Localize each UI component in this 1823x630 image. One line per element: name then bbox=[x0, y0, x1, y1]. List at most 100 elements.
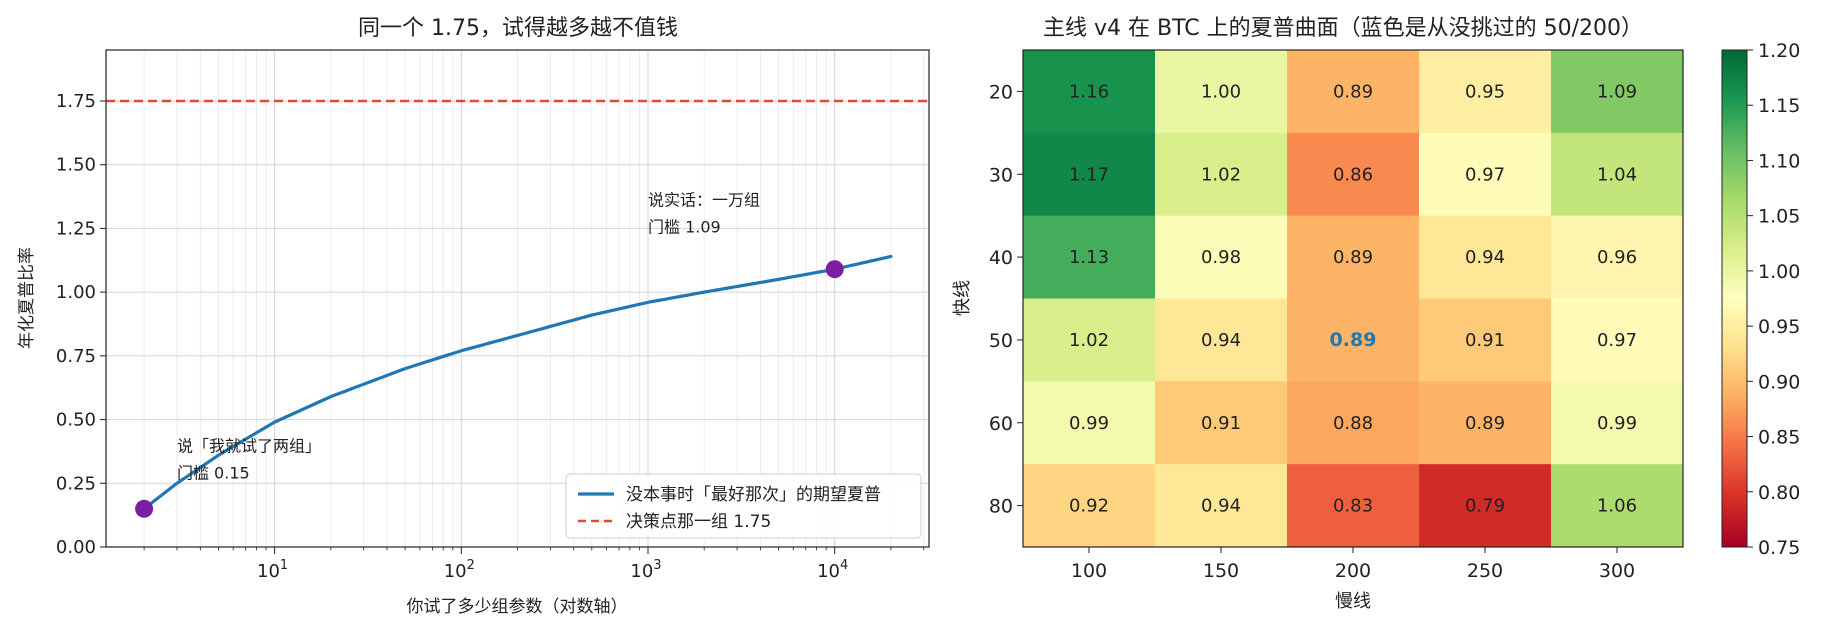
annotations: 说「我就试了两组」门槛 0.15 说实话：一万组门槛 1.09 bbox=[177, 190, 760, 482]
y-axis-label: 年化夏普比率 bbox=[17, 247, 37, 349]
x-tick-label: 150 bbox=[1203, 560, 1239, 582]
x-tick-label: 300 bbox=[1599, 560, 1635, 582]
heatmap-cell bbox=[1155, 50, 1288, 134]
heatmap-cell bbox=[1287, 464, 1420, 548]
cell-value-label: 1.02 bbox=[1069, 330, 1109, 351]
colorbar-tick-label: 1.00 bbox=[1758, 261, 1800, 283]
heatmap-cell bbox=[1023, 298, 1156, 382]
colorbar-tick-label: 1.10 bbox=[1758, 150, 1800, 172]
heatmap-cell bbox=[1551, 381, 1684, 465]
x-tick-label: 102 bbox=[444, 558, 475, 582]
heatmap-y-ticks: 20 30 40 50 60 80 bbox=[989, 81, 1023, 518]
cell-value-label: 0.89 bbox=[1333, 81, 1373, 102]
x-tick-label: 250 bbox=[1467, 560, 1503, 582]
y-tick-label: 1.00 bbox=[56, 282, 96, 303]
heatmap-y-axis-label: 快线 bbox=[952, 280, 973, 316]
y-tick-label: 80 bbox=[989, 496, 1013, 518]
heatmap-cell bbox=[1023, 464, 1156, 548]
cell-value-label: 1.17 bbox=[1069, 164, 1109, 185]
cell-value-label: 0.83 bbox=[1333, 496, 1373, 517]
cell-value-label: 0.89 bbox=[1330, 329, 1377, 351]
cell-value-label: 1.02 bbox=[1201, 164, 1241, 185]
heatmap-cell bbox=[1023, 50, 1156, 134]
sharpe-surface-heatmap: 主线 v4 在 BTC 上的夏普曲面（蓝色是从没挑过的 50/200） 1.16… bbox=[952, 16, 1800, 612]
heatmap-cell bbox=[1155, 464, 1288, 548]
y-tick-label: 1.50 bbox=[56, 155, 96, 176]
legend-label: 决策点那一组 1.75 bbox=[626, 512, 771, 532]
cell-value-label: 0.92 bbox=[1069, 496, 1109, 517]
colorbar-tick-label: 0.80 bbox=[1758, 482, 1800, 504]
legend-label: 没本事时「最好那次」的期望夏普 bbox=[626, 485, 881, 505]
x-tick-label: 104 bbox=[817, 558, 848, 582]
colorbar-tick-label: 1.05 bbox=[1758, 206, 1800, 228]
heatmap-cell bbox=[1023, 215, 1156, 299]
annotation-text: 说「我就试了两组」门槛 0.15 bbox=[177, 436, 321, 482]
y-tick-label: 50 bbox=[989, 330, 1013, 352]
colorbar bbox=[1721, 49, 1748, 548]
heatmap-x-ticks: 100 150 200 250 300 bbox=[1071, 547, 1635, 582]
y-tick-label: 0.50 bbox=[56, 410, 96, 431]
heatmap-cell bbox=[1551, 215, 1684, 299]
x-axis-label: 你试了多少组参数（对数轴） bbox=[407, 597, 628, 617]
cell-value-label: 0.98 bbox=[1201, 247, 1241, 268]
y-tick-label: 20 bbox=[989, 81, 1013, 103]
cell-value-label: 1.00 bbox=[1201, 81, 1241, 102]
heatmap-cell bbox=[1287, 381, 1420, 465]
cell-value-label: 1.04 bbox=[1597, 164, 1637, 185]
cell-value-label: 0.94 bbox=[1201, 496, 1241, 517]
y-tick-label: 1.75 bbox=[56, 91, 96, 112]
heatmap-cell bbox=[1419, 215, 1552, 299]
y-tick-label: 1.25 bbox=[56, 218, 96, 239]
cell-value-label: 0.86 bbox=[1333, 164, 1373, 185]
colorbar-tick-label: 0.75 bbox=[1758, 537, 1800, 559]
colorbar-tick-label: 0.95 bbox=[1758, 316, 1800, 338]
threshold-point bbox=[135, 499, 154, 518]
colorbar-tick-label: 0.85 bbox=[1758, 427, 1800, 449]
heatmap-title: 主线 v4 在 BTC 上的夏普曲面（蓝色是从没挑过的 50/200） bbox=[1043, 16, 1643, 41]
cell-value-label: 1.13 bbox=[1069, 247, 1109, 268]
heatmap-cell bbox=[1419, 464, 1552, 548]
expected-sharpe-series bbox=[142, 254, 893, 511]
heatmap-cell bbox=[1419, 132, 1552, 217]
cell-value-label: 0.89 bbox=[1333, 247, 1373, 268]
cell-value-label: 0.97 bbox=[1597, 330, 1637, 351]
heatmap-cell bbox=[1023, 381, 1156, 465]
heatmap-cell bbox=[1551, 298, 1684, 382]
cell-value-label: 0.94 bbox=[1201, 330, 1241, 351]
cell-value-label: 0.88 bbox=[1333, 413, 1373, 434]
cell-value-label: 1.06 bbox=[1597, 496, 1637, 517]
y-axis-ticks: 0.00 0.25 0.50 0.75 1.00 1.25 1.50 1.75 bbox=[56, 91, 106, 558]
heatmap-cells: 1.16 1.00 0.89 0.95 1.09 1.17 1.02 0.86 0.97 1.04… bbox=[1023, 50, 1684, 548]
heatmap-cell bbox=[1551, 464, 1684, 548]
heatmap-cell bbox=[1551, 132, 1684, 217]
y-tick-label: 40 bbox=[989, 247, 1013, 269]
heatmap-cell bbox=[1155, 215, 1288, 299]
cell-value-label: 1.16 bbox=[1069, 81, 1109, 102]
heatmap-cell bbox=[1419, 50, 1552, 134]
sharpe-threshold-chart: 同一个 1.75，试得越多越不值钱 0.00 0.25 0.50 0.75 1.00 1.… bbox=[17, 16, 930, 617]
y-tick-label: 60 bbox=[989, 413, 1013, 435]
heatmap-x-axis-label: 慢线 bbox=[1335, 591, 1371, 612]
x-tick-label: 200 bbox=[1335, 560, 1371, 582]
cell-value-label: 0.97 bbox=[1465, 164, 1505, 185]
colorbar-ticks: 0.75 0.80 0.85 0.90 0.95 1.00 1.05 1.10 1.15 1.20 bbox=[1747, 40, 1800, 559]
cell-value-label: 0.91 bbox=[1465, 330, 1505, 351]
cell-value-label: 0.89 bbox=[1465, 413, 1505, 434]
legend-box bbox=[565, 473, 922, 539]
heatmap-cell bbox=[1287, 132, 1420, 217]
colorbar-tick-label: 0.90 bbox=[1758, 371, 1800, 393]
y-tick-label: 0.25 bbox=[56, 473, 96, 494]
heatmap-cell bbox=[1155, 298, 1288, 382]
cell-value-label: 0.96 bbox=[1597, 247, 1637, 268]
series-layer bbox=[106, 99, 929, 518]
heatmap-cell bbox=[1551, 50, 1684, 134]
x-axis-ticks: 101 102 103 104 bbox=[143, 547, 925, 582]
cell-value-label: 0.99 bbox=[1597, 413, 1637, 434]
chart-title: 同一个 1.75，试得越多越不值钱 bbox=[358, 16, 678, 41]
cell-value-label: 0.99 bbox=[1069, 413, 1109, 434]
y-tick-label: 0.75 bbox=[56, 346, 96, 367]
heatmap-cell bbox=[1287, 50, 1420, 134]
x-tick-label: 100 bbox=[1071, 560, 1107, 582]
